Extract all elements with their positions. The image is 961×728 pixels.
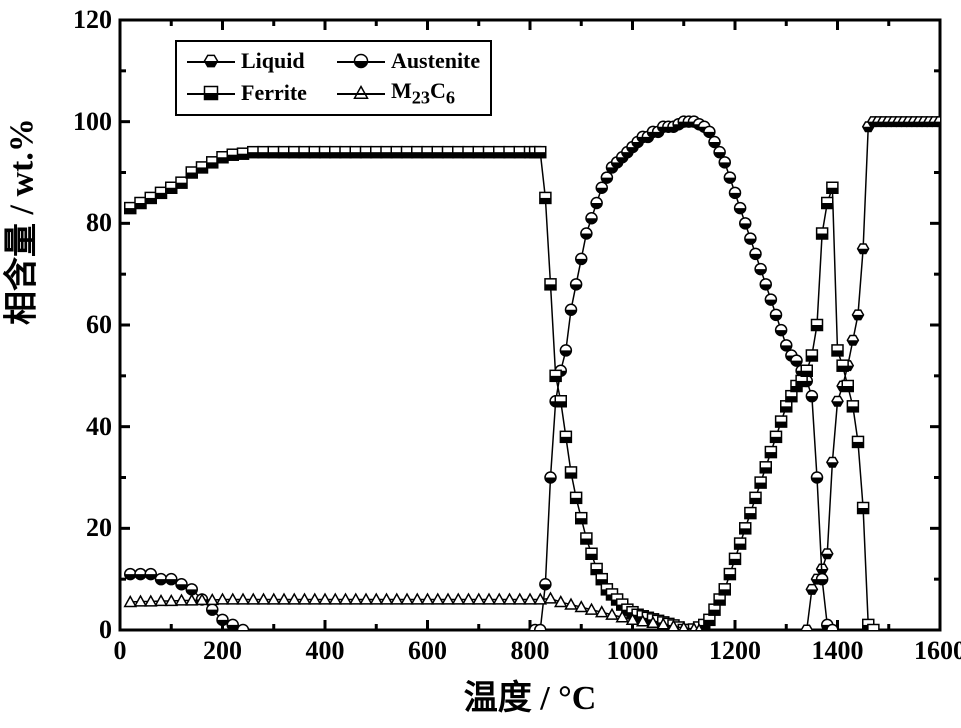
x-tick-label: 1200 — [709, 636, 761, 666]
phase-fraction-chart: 相含量 / wt.% 温度 / °C Liquid Austenite Ferrit… — [0, 0, 961, 728]
x-tick-label: 0 — [114, 636, 127, 666]
legend-label: Ferrite — [241, 80, 307, 106]
y-axis-label: 相含量 / wt.% — [0, 118, 43, 325]
x-tick-label: 400 — [306, 636, 345, 666]
legend-label: Liquid — [241, 48, 305, 74]
legend-item-ferrite: Ferrite — [187, 80, 307, 106]
x-tick-label: 800 — [511, 636, 550, 666]
legend-swatch — [337, 86, 385, 100]
x-tick-label: 1000 — [607, 636, 659, 666]
x-tick-label: 600 — [408, 636, 447, 666]
legend-swatch — [187, 86, 235, 100]
x-tick-label: 200 — [203, 636, 242, 666]
legend-item-liquid: Liquid — [187, 48, 307, 74]
y-tick-label: 120 — [73, 5, 112, 35]
y-tick-label: 100 — [73, 107, 112, 137]
legend-swatch — [187, 54, 235, 68]
x-tick-label: 1400 — [812, 636, 864, 666]
x-axis-label: 温度 / °C — [464, 670, 597, 719]
series-liquid — [801, 117, 945, 635]
legend-item-austenite: Austenite — [337, 48, 480, 74]
legend-swatch — [337, 54, 385, 68]
legend-item-m23c6: M23C6 — [337, 78, 480, 108]
legend: Liquid Austenite Ferrite M23C6 — [175, 40, 492, 116]
y-tick-label: 20 — [86, 513, 112, 543]
legend-label: M23C6 — [391, 78, 455, 108]
series-ferrite — [125, 147, 879, 636]
x-tick-label: 1600 — [914, 636, 961, 666]
y-tick-label: 40 — [86, 412, 112, 442]
legend-label: Austenite — [391, 48, 480, 74]
y-tick-label: 60 — [86, 310, 112, 340]
y-tick-label: 80 — [86, 208, 112, 238]
y-tick-label: 0 — [99, 615, 112, 645]
